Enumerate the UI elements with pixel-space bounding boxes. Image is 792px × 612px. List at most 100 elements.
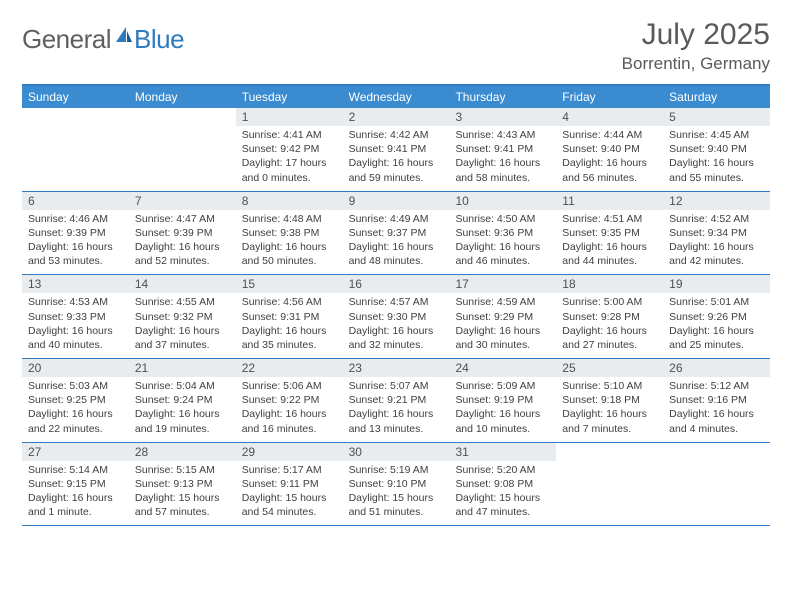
day-info: Sunrise: 4:56 AMSunset: 9:31 PMDaylight:… [236, 293, 343, 358]
day-number: 14 [129, 275, 236, 293]
calendar-cell: 16Sunrise: 4:57 AMSunset: 9:30 PMDayligh… [343, 275, 450, 358]
sunrise-text: Sunrise: 4:43 AM [455, 128, 550, 142]
day-number: 8 [236, 192, 343, 210]
daylight-text: Daylight: 16 hours and 27 minutes. [562, 324, 657, 352]
daylight-text: Daylight: 16 hours and 1 minute. [28, 491, 123, 519]
sunrise-text: Sunrise: 4:55 AM [135, 295, 230, 309]
daylight-text: Daylight: 16 hours and 25 minutes. [669, 324, 764, 352]
sunset-text: Sunset: 9:08 PM [455, 477, 550, 491]
day-header-wed: Wednesday [343, 86, 450, 108]
day-number: 21 [129, 359, 236, 377]
sunset-text: Sunset: 9:21 PM [349, 393, 444, 407]
sunset-text: Sunset: 9:35 PM [562, 226, 657, 240]
sunset-text: Sunset: 9:41 PM [455, 142, 550, 156]
sunrise-text: Sunrise: 4:49 AM [349, 212, 444, 226]
calendar-cell: 22Sunrise: 5:06 AMSunset: 9:22 PMDayligh… [236, 359, 343, 442]
day-info: Sunrise: 4:59 AMSunset: 9:29 PMDaylight:… [449, 293, 556, 358]
daylight-text: Daylight: 16 hours and 22 minutes. [28, 407, 123, 435]
logo-text-blue: Blue [134, 24, 184, 55]
sunset-text: Sunset: 9:25 PM [28, 393, 123, 407]
sail-icon [114, 25, 134, 50]
daylight-text: Daylight: 16 hours and 52 minutes. [135, 240, 230, 268]
day-info: Sunrise: 5:12 AMSunset: 9:16 PMDaylight:… [663, 377, 770, 442]
sunset-text: Sunset: 9:39 PM [135, 226, 230, 240]
sunrise-text: Sunrise: 4:56 AM [242, 295, 337, 309]
calendar: Sunday Monday Tuesday Wednesday Thursday… [22, 84, 770, 526]
calendar-cell: 4Sunrise: 4:44 AMSunset: 9:40 PMDaylight… [556, 108, 663, 191]
sunrise-text: Sunrise: 4:48 AM [242, 212, 337, 226]
day-number: 24 [449, 359, 556, 377]
day-info: Sunrise: 5:04 AMSunset: 9:24 PMDaylight:… [129, 377, 236, 442]
day-number: 11 [556, 192, 663, 210]
daylight-text: Daylight: 16 hours and 32 minutes. [349, 324, 444, 352]
day-info: Sunrise: 5:19 AMSunset: 9:10 PMDaylight:… [343, 461, 450, 526]
daylight-text: Daylight: 16 hours and 40 minutes. [28, 324, 123, 352]
daylight-text: Daylight: 16 hours and 58 minutes. [455, 156, 550, 184]
daylight-text: Daylight: 16 hours and 50 minutes. [242, 240, 337, 268]
day-number: 3 [449, 108, 556, 126]
day-info [556, 447, 663, 505]
sunrise-text: Sunrise: 5:17 AM [242, 463, 337, 477]
day-number: 7 [129, 192, 236, 210]
daylight-text: Daylight: 16 hours and 19 minutes. [135, 407, 230, 435]
calendar-cell: 5Sunrise: 4:45 AMSunset: 9:40 PMDaylight… [663, 108, 770, 191]
sunset-text: Sunset: 9:10 PM [349, 477, 444, 491]
day-number: 17 [449, 275, 556, 293]
day-number: 30 [343, 443, 450, 461]
day-number: 27 [22, 443, 129, 461]
day-info: Sunrise: 4:43 AMSunset: 9:41 PMDaylight:… [449, 126, 556, 191]
calendar-cell: 6Sunrise: 4:46 AMSunset: 9:39 PMDaylight… [22, 192, 129, 275]
calendar-cell: 11 Sunrise: 4:51 AMSunset: 9:35 PMDayligh… [556, 192, 663, 275]
daylight-text: Daylight: 16 hours and 42 minutes. [669, 240, 764, 268]
day-header-sat: Saturday [663, 86, 770, 108]
day-number: 2 [343, 108, 450, 126]
day-number: 5 [663, 108, 770, 126]
week-row: 27Sunrise: 5:14 AMSunset: 9:15 PMDayligh… [22, 443, 770, 527]
sunrise-text: Sunrise: 5:06 AM [242, 379, 337, 393]
sunset-text: Sunset: 9:42 PM [242, 142, 337, 156]
day-info: Sunrise: 5:15 AMSunset: 9:13 PMDaylight:… [129, 461, 236, 526]
sunrise-text: Sunrise: 4:42 AM [349, 128, 444, 142]
sunset-text: Sunset: 9:29 PM [455, 310, 550, 324]
daylight-text: Daylight: 16 hours and 30 minutes. [455, 324, 550, 352]
sunset-text: Sunset: 9:36 PM [455, 226, 550, 240]
day-number: 6 [22, 192, 129, 210]
month-title: July 2025 [622, 18, 770, 52]
day-info: Sunrise: 4:47 AMSunset: 9:39 PMDaylight:… [129, 210, 236, 275]
daylight-text: Daylight: 16 hours and 44 minutes. [562, 240, 657, 268]
day-header-mon: Monday [129, 86, 236, 108]
sunrise-text: Sunrise: 4:52 AM [669, 212, 764, 226]
calendar-cell: 23Sunrise: 5:07 AMSunset: 9:21 PMDayligh… [343, 359, 450, 442]
day-info: Sunrise: 5:03 AMSunset: 9:25 PMDaylight:… [22, 377, 129, 442]
daylight-text: Daylight: 16 hours and 10 minutes. [455, 407, 550, 435]
day-number: 13 [22, 275, 129, 293]
calendar-cell: 31Sunrise: 5:20 AMSunset: 9:08 PMDayligh… [449, 443, 556, 526]
calendar-cell [663, 443, 770, 526]
sunrise-text: Sunrise: 4:59 AM [455, 295, 550, 309]
sunset-text: Sunset: 9:18 PM [562, 393, 657, 407]
day-info: Sunrise: 5:00 AMSunset: 9:28 PMDaylight:… [556, 293, 663, 358]
day-number: 12 [663, 192, 770, 210]
logo-text-general: General [22, 24, 111, 55]
day-info: Sunrise: 4:46 AMSunset: 9:39 PMDaylight:… [22, 210, 129, 275]
logo: General Blue [22, 24, 184, 55]
calendar-cell: 24Sunrise: 5:09 AMSunset: 9:19 PMDayligh… [449, 359, 556, 442]
day-info: Sunrise: 4:42 AMSunset: 9:41 PMDaylight:… [343, 126, 450, 191]
day-info: Sunrise: 5:14 AMSunset: 9:15 PMDaylight:… [22, 461, 129, 526]
calendar-cell: 10Sunrise: 4:50 AMSunset: 9:36 PMDayligh… [449, 192, 556, 275]
sunrise-text: Sunrise: 5:12 AM [669, 379, 764, 393]
sunrise-text: Sunrise: 4:51 AM [562, 212, 657, 226]
calendar-cell: 15Sunrise: 4:56 AMSunset: 9:31 PMDayligh… [236, 275, 343, 358]
calendar-cell: 7Sunrise: 4:47 AMSunset: 9:39 PMDaylight… [129, 192, 236, 275]
day-number: 18 [556, 275, 663, 293]
day-number: 25 [556, 359, 663, 377]
daylight-text: Daylight: 16 hours and 53 minutes. [28, 240, 123, 268]
sunrise-text: Sunrise: 5:03 AM [28, 379, 123, 393]
daylight-text: Daylight: 16 hours and 55 minutes. [669, 156, 764, 184]
calendar-cell: 18Sunrise: 5:00 AMSunset: 9:28 PMDayligh… [556, 275, 663, 358]
sunrise-text: Sunrise: 4:45 AM [669, 128, 764, 142]
day-info: Sunrise: 5:20 AMSunset: 9:08 PMDaylight:… [449, 461, 556, 526]
calendar-cell: 28Sunrise: 5:15 AMSunset: 9:13 PMDayligh… [129, 443, 236, 526]
sunset-text: Sunset: 9:13 PM [135, 477, 230, 491]
sunset-text: Sunset: 9:19 PM [455, 393, 550, 407]
